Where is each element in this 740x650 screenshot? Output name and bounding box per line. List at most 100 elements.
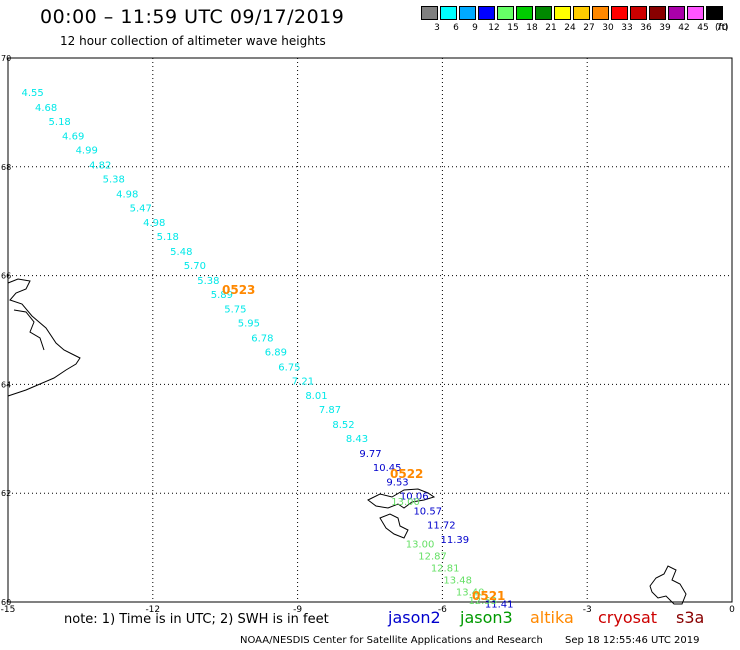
mission-label: s3a (676, 608, 705, 627)
wave-height-label: 4.68 (35, 103, 57, 114)
wave-height-label: 13.40 (456, 587, 485, 598)
wave-height-label: 6.75 (278, 362, 300, 373)
colorbar-unit: (ft) (715, 23, 729, 33)
colorbar-label: 33 (621, 23, 633, 33)
colorbar-label: 24 (564, 23, 576, 33)
mission-label: altika (530, 608, 574, 627)
colorbar-swatch (497, 6, 514, 20)
wave-height-label: 4.98 (143, 218, 165, 229)
wave-height-label: 5.18 (157, 232, 179, 243)
colorbar-label: 9 (472, 23, 478, 33)
mission-label: jason2 (388, 608, 441, 627)
footer-note: note: 1) Time is in UTC; 2) SWH is in fe… (64, 612, 329, 627)
wave-height-label: 7.87 (319, 405, 341, 416)
wave-height-label: 12.81 (431, 564, 460, 575)
lon-tick-label: -3 (583, 605, 592, 615)
colorbar-swatch (649, 6, 666, 20)
wave-height-label: 8.01 (305, 391, 327, 402)
colorbar-swatch (687, 6, 704, 20)
colorbar-swatch (630, 6, 647, 20)
lon-tick-label: -9 (293, 605, 302, 615)
colorbar-label: 21 (545, 23, 557, 33)
colorbar-label: 45 (697, 23, 709, 33)
wave-height-label: 9.77 (359, 449, 381, 460)
track-id-label: 0523 (222, 283, 255, 297)
wave-height-label: 11.72 (427, 521, 456, 532)
colorbar-swatch (554, 6, 571, 20)
mission-label: jason3 (460, 608, 513, 627)
colorbar-label: 12 (488, 23, 500, 33)
wave-height-label: 6.89 (265, 348, 287, 359)
wave-height-label: 5.75 (224, 305, 246, 316)
wave-height-label: 10.45 (373, 463, 402, 474)
track-id-label: 0522 (390, 467, 423, 481)
lon-tick-label: 0 (729, 605, 735, 615)
page-subtitle: 12 hour collection of altimeter wave hei… (60, 34, 326, 48)
lat-tick-label: 62 (1, 489, 11, 498)
wave-height-label: 7.21 (292, 376, 314, 387)
wave-height-label: 13.00 (406, 540, 435, 551)
wave-height-label: 5.89 (211, 290, 233, 301)
lon-tick-label: -6 (438, 605, 447, 615)
wave-height-label: 5.70 (184, 261, 206, 272)
wave-height-label: 5.18 (49, 117, 71, 128)
colorbar-label: 15 (507, 23, 519, 33)
wave-height-label: 4.69 (62, 132, 84, 143)
colorbar-label: 70 (716, 23, 728, 33)
wave-height-label: 10.06 (400, 492, 429, 503)
faroe-islands (367, 488, 436, 509)
lat-tick-label: 60 (1, 598, 11, 607)
colorbar-swatch (421, 6, 438, 20)
lat-tick-label: 66 (1, 272, 11, 281)
iceland-fjord (13, 309, 45, 351)
shetland-islands (649, 565, 687, 605)
colorbar-swatch (535, 6, 552, 20)
wave-height-label: 5.38 (103, 175, 125, 186)
wave-height-label: 8.52 (332, 420, 354, 431)
colorbar-swatch (706, 6, 723, 20)
wave-height-label: 5.48 (170, 247, 192, 258)
wave-height-label: 10.57 (413, 506, 442, 517)
wave-height-label: 8.43 (346, 434, 368, 445)
wave-height-label: 13.00 (391, 497, 420, 508)
colorbar-label: 27 (583, 23, 595, 33)
wave-height-label: 4.55 (22, 88, 44, 99)
colorbar-swatch (668, 6, 685, 20)
mission-label: cryosat (598, 608, 658, 627)
colorbar-label: 18 (526, 23, 538, 33)
wave-height-label: 12.53 (468, 596, 497, 607)
map-grid: -15 -12 -9 -6 -3 0 70 68 66 64 62 60 (1, 54, 735, 615)
footer-timestamp: Sep 18 12:55:46 UTC 2019 (565, 635, 700, 646)
lon-tick-label: -12 (145, 605, 160, 615)
colorbar-label: 36 (640, 23, 652, 33)
colorbar-label: 6 (453, 23, 459, 33)
map-frame (7, 57, 733, 603)
faroe-south (379, 513, 409, 539)
wave-height-label: 4.82 (89, 160, 111, 171)
colorbar-swatch (573, 6, 590, 20)
lat-tick-label: 70 (1, 54, 11, 63)
page-title: 00:00 – 11:59 UTC 09/17/2019 (40, 6, 345, 28)
colorbar-label: 39 (659, 23, 671, 33)
footer-credit: NOAA/NESDIS Center for Satellite Applica… (240, 635, 543, 646)
wave-height-label: 12.87 (418, 552, 447, 563)
wave-height-label: 9.53 (386, 478, 408, 489)
lat-tick-label: 68 (1, 163, 11, 172)
colorbar-swatch (478, 6, 495, 20)
wave-height-label: 11.39 (440, 535, 469, 546)
wave-height-label: 11.41 (485, 599, 514, 610)
wave-height-label: 4.99 (76, 146, 98, 157)
colorbar-label: 3 (434, 23, 440, 33)
colorbar-swatch (592, 6, 609, 20)
wave-height-label: 4.98 (116, 189, 138, 200)
lon-tick-label: -15 (1, 605, 16, 615)
iceland-coast (7, 278, 81, 397)
wave-height-label: 5.95 (238, 319, 260, 330)
colorbar-swatch (611, 6, 628, 20)
wave-height-label: 6.78 (251, 333, 273, 344)
track-labels: 0523 0522 0521 (222, 283, 505, 603)
track-points: 4.55 4.68 5.18 4.69 4.99 4.82 5.38 4.98 5.47 4.98… (22, 88, 514, 610)
coastline (7, 278, 687, 605)
wave-height-label: 5.47 (130, 203, 152, 214)
